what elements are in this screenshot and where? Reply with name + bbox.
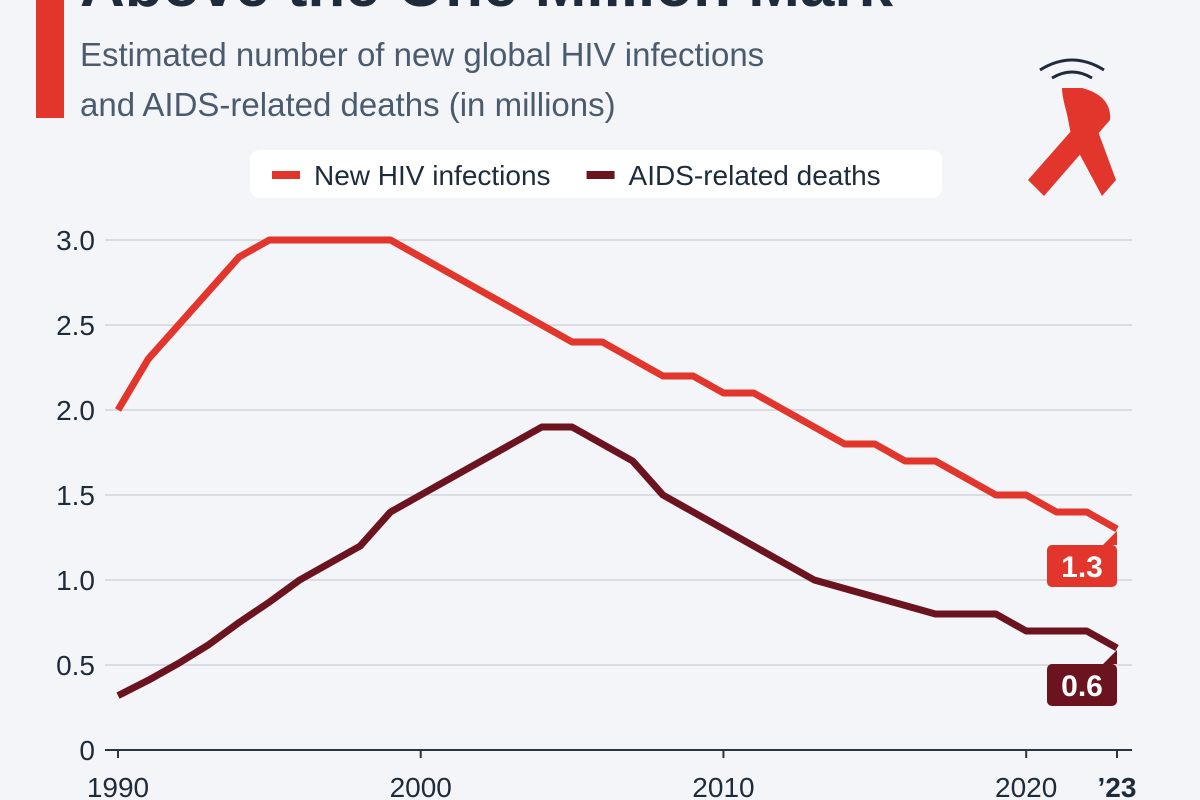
y-tick-label: 2.5 — [56, 310, 95, 341]
value-label-box — [1047, 545, 1117, 587]
legend-label: AIDS-related deaths — [629, 160, 881, 191]
y-tick-label: 0 — [79, 735, 95, 766]
series-line — [116, 423, 1119, 699]
y-tick-label: 2.0 — [56, 395, 95, 426]
x-tick-label: ’23 — [1098, 772, 1137, 800]
ribbon-icon — [1028, 58, 1116, 196]
chart-title: Above the One Million Mark — [80, 0, 894, 20]
value-label: 1.3 — [1061, 551, 1103, 584]
accent-bar — [36, 0, 64, 118]
y-tick-label: 3.0 — [56, 225, 95, 256]
y-tick-label: 1.0 — [56, 565, 95, 596]
y-tick-label: 0.5 — [56, 650, 95, 681]
value-label-box — [1047, 664, 1117, 706]
x-tick-label: 2020 — [995, 772, 1057, 800]
value-label-pointer — [1103, 531, 1117, 545]
x-tick-label: 2010 — [692, 772, 754, 800]
x-tick-label: 2000 — [390, 772, 452, 800]
legend-label: New HIV infections — [314, 160, 551, 191]
y-tick-label: 1.5 — [56, 480, 95, 511]
chart-subtitle: Estimated number of new global HIV infec… — [80, 36, 764, 123]
series-line — [114, 236, 1119, 533]
value-label-pointer — [1103, 650, 1117, 664]
value-label: 0.6 — [1061, 670, 1103, 703]
x-tick-label: 1990 — [87, 772, 149, 800]
